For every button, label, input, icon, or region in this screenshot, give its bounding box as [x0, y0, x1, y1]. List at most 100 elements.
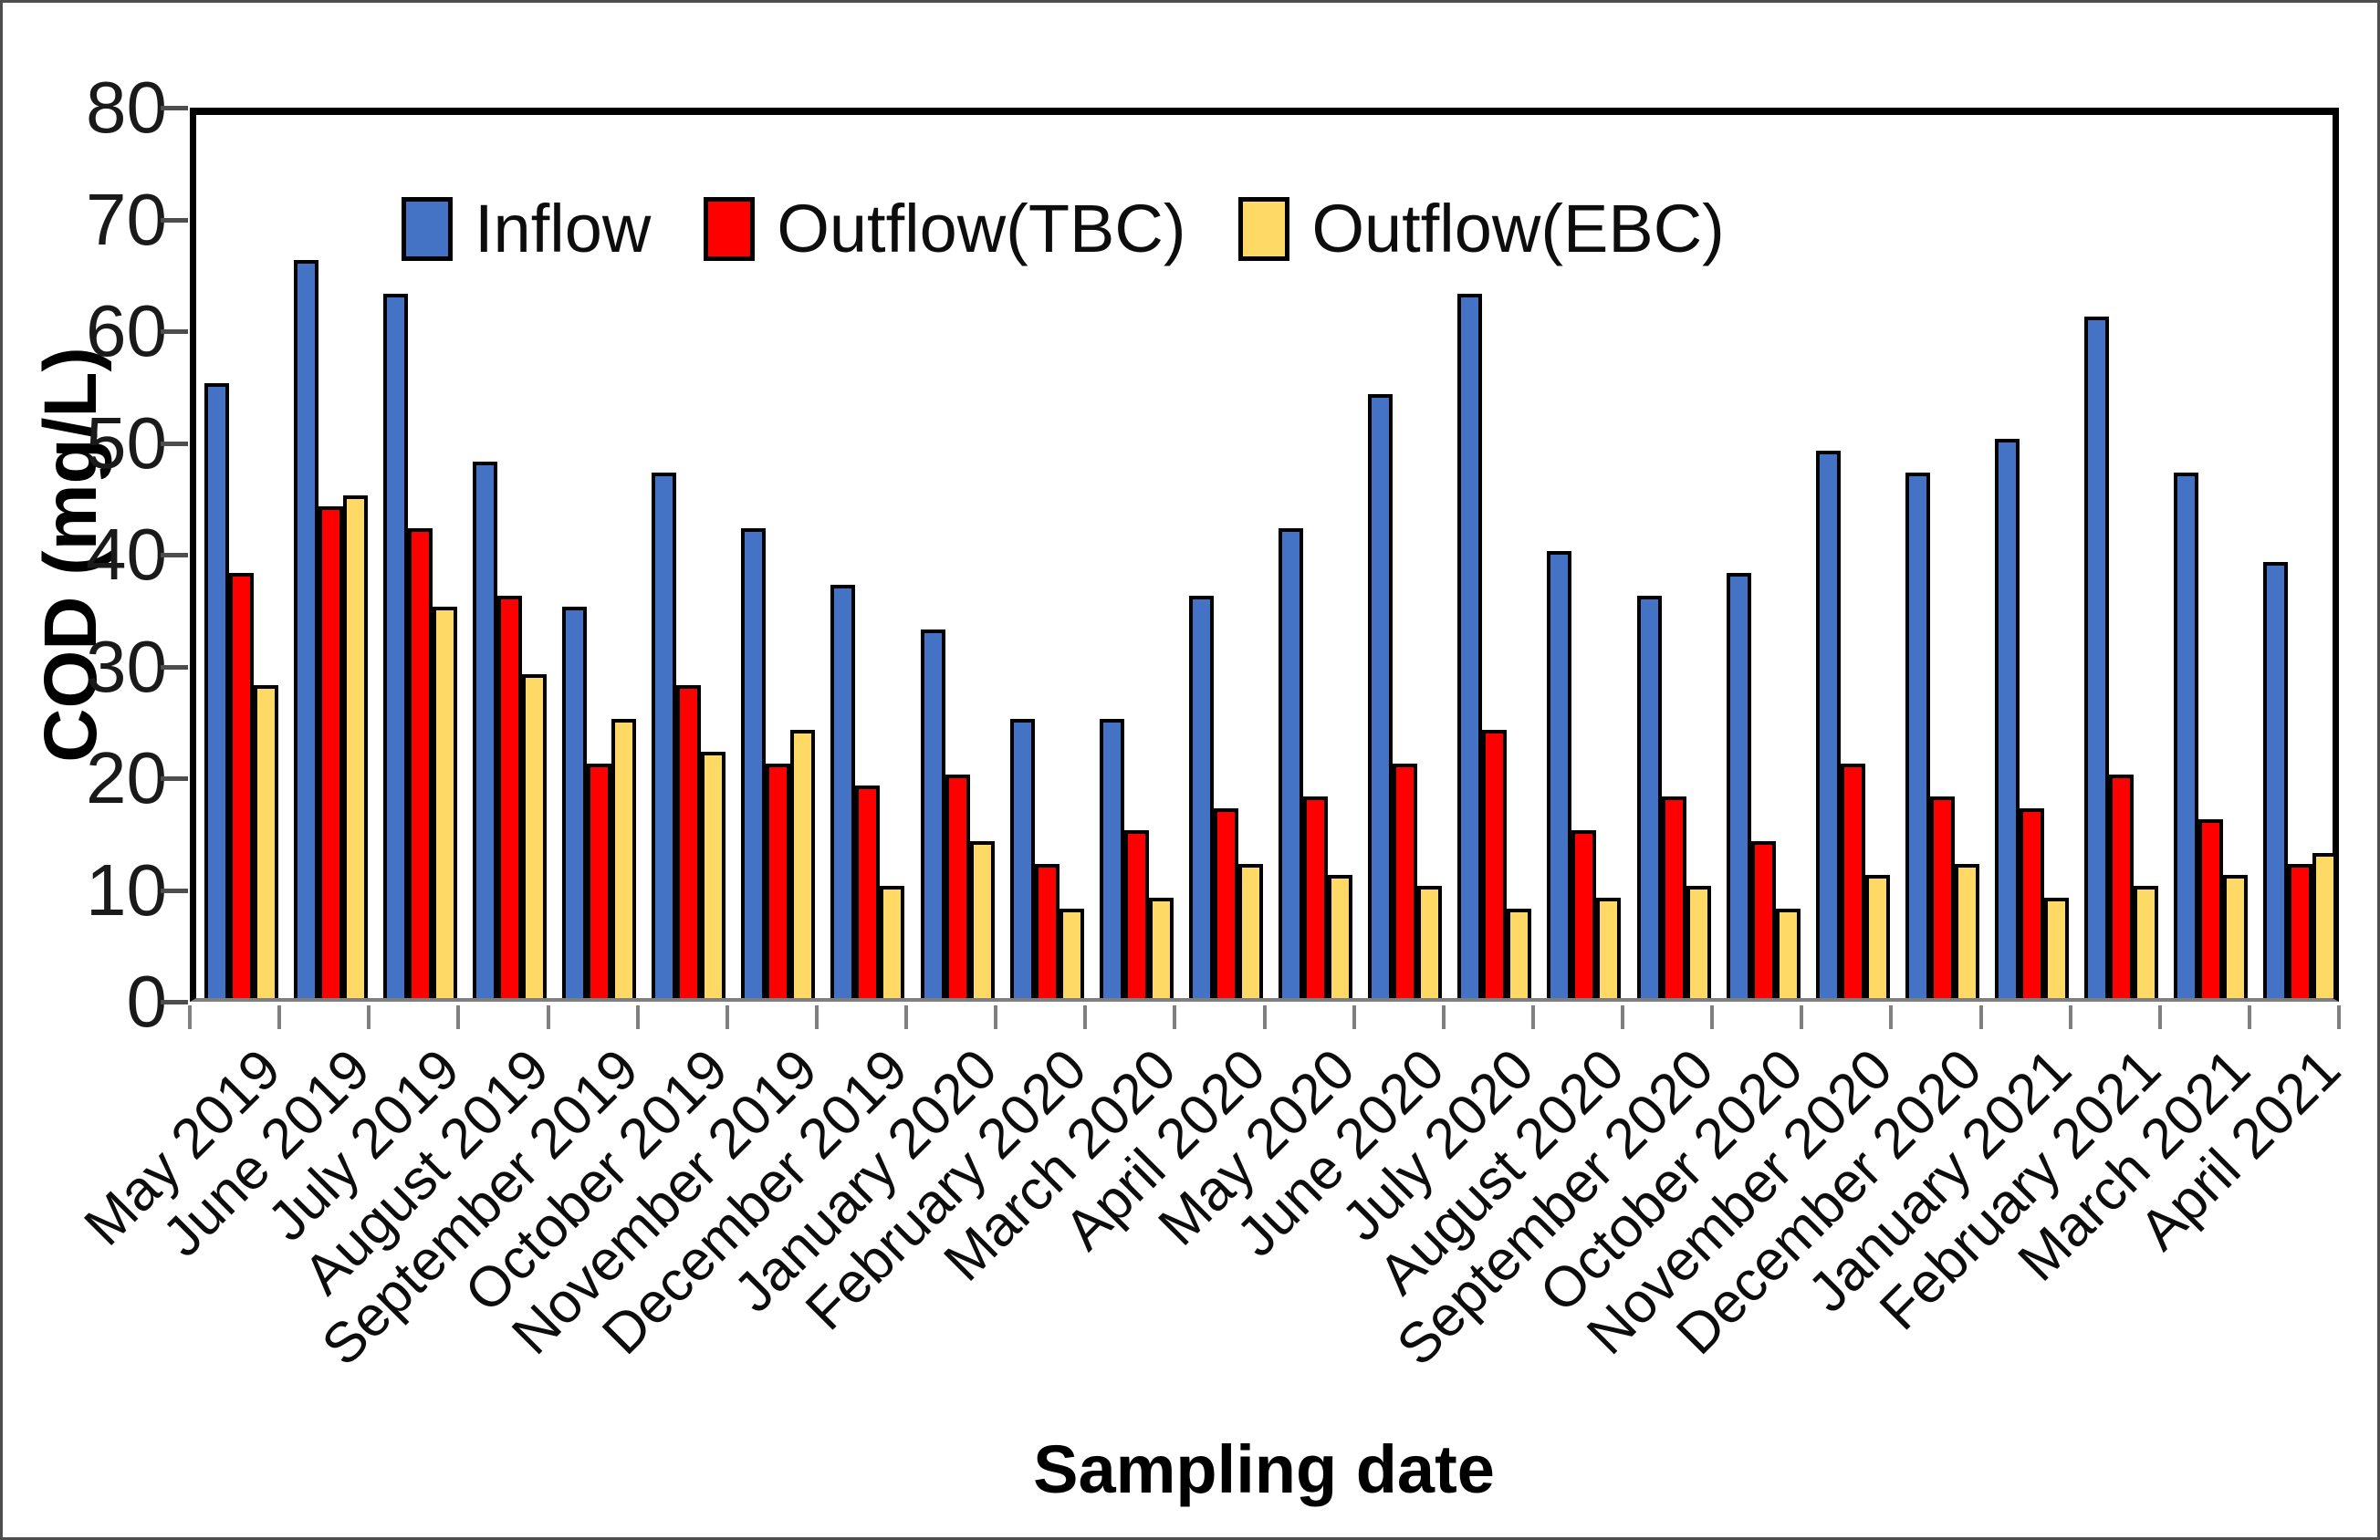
- bar-inflow-march-2021: [2174, 473, 2199, 998]
- bar-outflow-ebc-october-2019: [701, 752, 726, 998]
- bar-outflow-tbc-december-2020: [1929, 796, 1955, 998]
- bar-outflow-ebc-june-2020: [1417, 886, 1443, 998]
- x-tick-mark-4: [546, 1005, 550, 1029]
- bar-inflow-may-2019: [204, 383, 229, 998]
- bar-outflow-tbc-july-2019: [407, 528, 433, 998]
- legend-label: Inflow: [475, 191, 652, 266]
- bar-inflow-april-2021: [2263, 562, 2289, 998]
- bar-inflow-june-2020: [1368, 394, 1394, 998]
- bar-outflow-ebc-march-2020: [1148, 898, 1174, 998]
- bar-inflow-october-2019: [652, 473, 677, 998]
- x-tick-mark-0: [188, 1005, 192, 1029]
- y-tick-label-70: 70: [86, 178, 167, 260]
- bar-outflow-tbc-july-2020: [1482, 730, 1508, 998]
- x-tick-mark-6: [725, 1005, 729, 1029]
- bar-inflow-february-2021: [2084, 317, 2110, 998]
- x-tick-mark-2: [367, 1005, 371, 1029]
- y-tick-label-10: 10: [86, 848, 167, 931]
- legend: Inflow Outflow(TBC) Outflow(EBC): [402, 195, 1725, 263]
- bar-outflow-tbc-november-2019: [766, 764, 791, 998]
- bar-outflow-ebc-october-2020: [1775, 909, 1801, 998]
- bar-outflow-tbc-september-2020: [1661, 796, 1686, 998]
- x-tick-mark-24: [2337, 1005, 2341, 1029]
- bar-outflow-ebc-september-2020: [1686, 886, 1711, 998]
- bar-outflow-tbc-august-2020: [1571, 830, 1597, 998]
- y-tick-label-80: 80: [86, 67, 167, 148]
- legend-label: Outflow(TBC): [777, 191, 1186, 266]
- y-tick-mark-30: [161, 664, 188, 670]
- bar-outflow-tbc-november-2020: [1840, 764, 1865, 998]
- bar-outflow-tbc-march-2020: [1123, 830, 1149, 998]
- x-tick-mark-9: [994, 1005, 998, 1029]
- x-tick-mark-19: [1889, 1005, 1894, 1029]
- x-tick-mark-12: [1262, 1005, 1267, 1029]
- bar-outflow-ebc-april-2021: [2312, 853, 2338, 998]
- y-tick-mark-20: [161, 776, 188, 781]
- bar-inflow-june-2019: [293, 260, 318, 998]
- bar-outflow-tbc-january-2021: [2020, 808, 2045, 998]
- bar-outflow-ebc-january-2021: [2044, 898, 2070, 998]
- bar-outflow-tbc-august-2019: [496, 596, 522, 998]
- x-tick-mark-10: [1083, 1005, 1088, 1029]
- bar-outflow-ebc-december-2019: [880, 886, 905, 998]
- bar-outflow-tbc-may-2020: [1303, 796, 1329, 998]
- legend-item-inflow: Inflow: [402, 195, 651, 263]
- bar-inflow-july-2019: [382, 294, 408, 998]
- x-tick-mark-7: [814, 1005, 819, 1029]
- bar-outflow-tbc-february-2021: [2109, 775, 2135, 998]
- bar-outflow-tbc-april-2020: [1213, 808, 1238, 998]
- x-tick-mark-21: [2068, 1005, 2072, 1029]
- bar-outflow-tbc-september-2019: [587, 764, 612, 998]
- bar-outflow-ebc-may-2020: [1328, 875, 1353, 998]
- y-tick-mark-40: [161, 553, 188, 557]
- legend-swatch-icon: [704, 197, 756, 261]
- y-tick-label-40: 40: [86, 514, 167, 595]
- x-tick-mark-17: [1710, 1005, 1715, 1029]
- bar-inflow-august-2020: [1547, 551, 1572, 998]
- bar-inflow-november-2020: [1815, 451, 1841, 998]
- y-tick-mark-70: [161, 217, 188, 223]
- legend-label: Outflow(EBC): [1311, 191, 1725, 266]
- bar-inflow-december-2020: [1905, 473, 1930, 998]
- y-tick-label-20: 20: [86, 737, 167, 818]
- bar-outflow-ebc-august-2020: [1596, 898, 1622, 998]
- x-tick-mark-14: [1441, 1005, 1446, 1029]
- bar-outflow-tbc-june-2020: [1393, 764, 1418, 998]
- bar-outflow-tbc-may-2019: [228, 573, 254, 998]
- bar-outflow-ebc-november-2020: [1864, 875, 1890, 998]
- bar-outflow-ebc-november-2019: [790, 730, 816, 998]
- x-tick-mark-8: [904, 1005, 908, 1029]
- bar-outflow-ebc-december-2020: [1954, 864, 1979, 998]
- x-tick-mark-5: [635, 1005, 640, 1029]
- x-tick-mark-13: [1352, 1005, 1356, 1029]
- legend-item-outflow-ebc: Outflow(EBC): [1238, 191, 1725, 266]
- bar-inflow-january-2020: [920, 630, 945, 998]
- legend-item-outflow-tbc: Outflow(TBC): [704, 195, 1185, 263]
- bar-outflow-tbc-april-2021: [2288, 864, 2313, 998]
- x-tick-mark-3: [456, 1005, 461, 1029]
- bar-inflow-december-2019: [830, 585, 856, 998]
- x-tick-mark-23: [2247, 1005, 2251, 1029]
- y-tick-mark-0: [161, 1000, 188, 1004]
- y-tick-mark-10: [161, 888, 188, 893]
- bar-outflow-ebc-february-2021: [2134, 886, 2159, 998]
- x-axis-title: Sampling date: [1033, 1431, 1495, 1507]
- legend-swatch-icon: [1238, 197, 1290, 261]
- bar-inflow-october-2020: [1726, 573, 1751, 998]
- y-tick-label-60: 60: [86, 290, 167, 371]
- bar-outflow-tbc-december-2019: [855, 786, 881, 998]
- bar-outflow-tbc-october-2019: [676, 685, 702, 998]
- y-tick-mark-80: [161, 106, 188, 110]
- bar-inflow-january-2021: [1995, 439, 2020, 998]
- bar-inflow-september-2020: [1636, 596, 1662, 998]
- y-tick-mark-60: [161, 329, 188, 334]
- bar-inflow-march-2020: [1099, 719, 1124, 998]
- bar-outflow-ebc-january-2020: [969, 841, 995, 998]
- bar-outflow-ebc-march-2021: [2223, 875, 2249, 998]
- plot-area: Inflow Outflow(TBC) Outflow(EBC): [190, 108, 2339, 1002]
- y-tick-label-30: 30: [86, 625, 167, 707]
- bar-outflow-ebc-february-2020: [1059, 909, 1084, 998]
- bar-inflow-april-2020: [1188, 596, 1214, 998]
- x-tick-mark-20: [1978, 1005, 1983, 1029]
- legend-swatch-icon: [402, 197, 453, 261]
